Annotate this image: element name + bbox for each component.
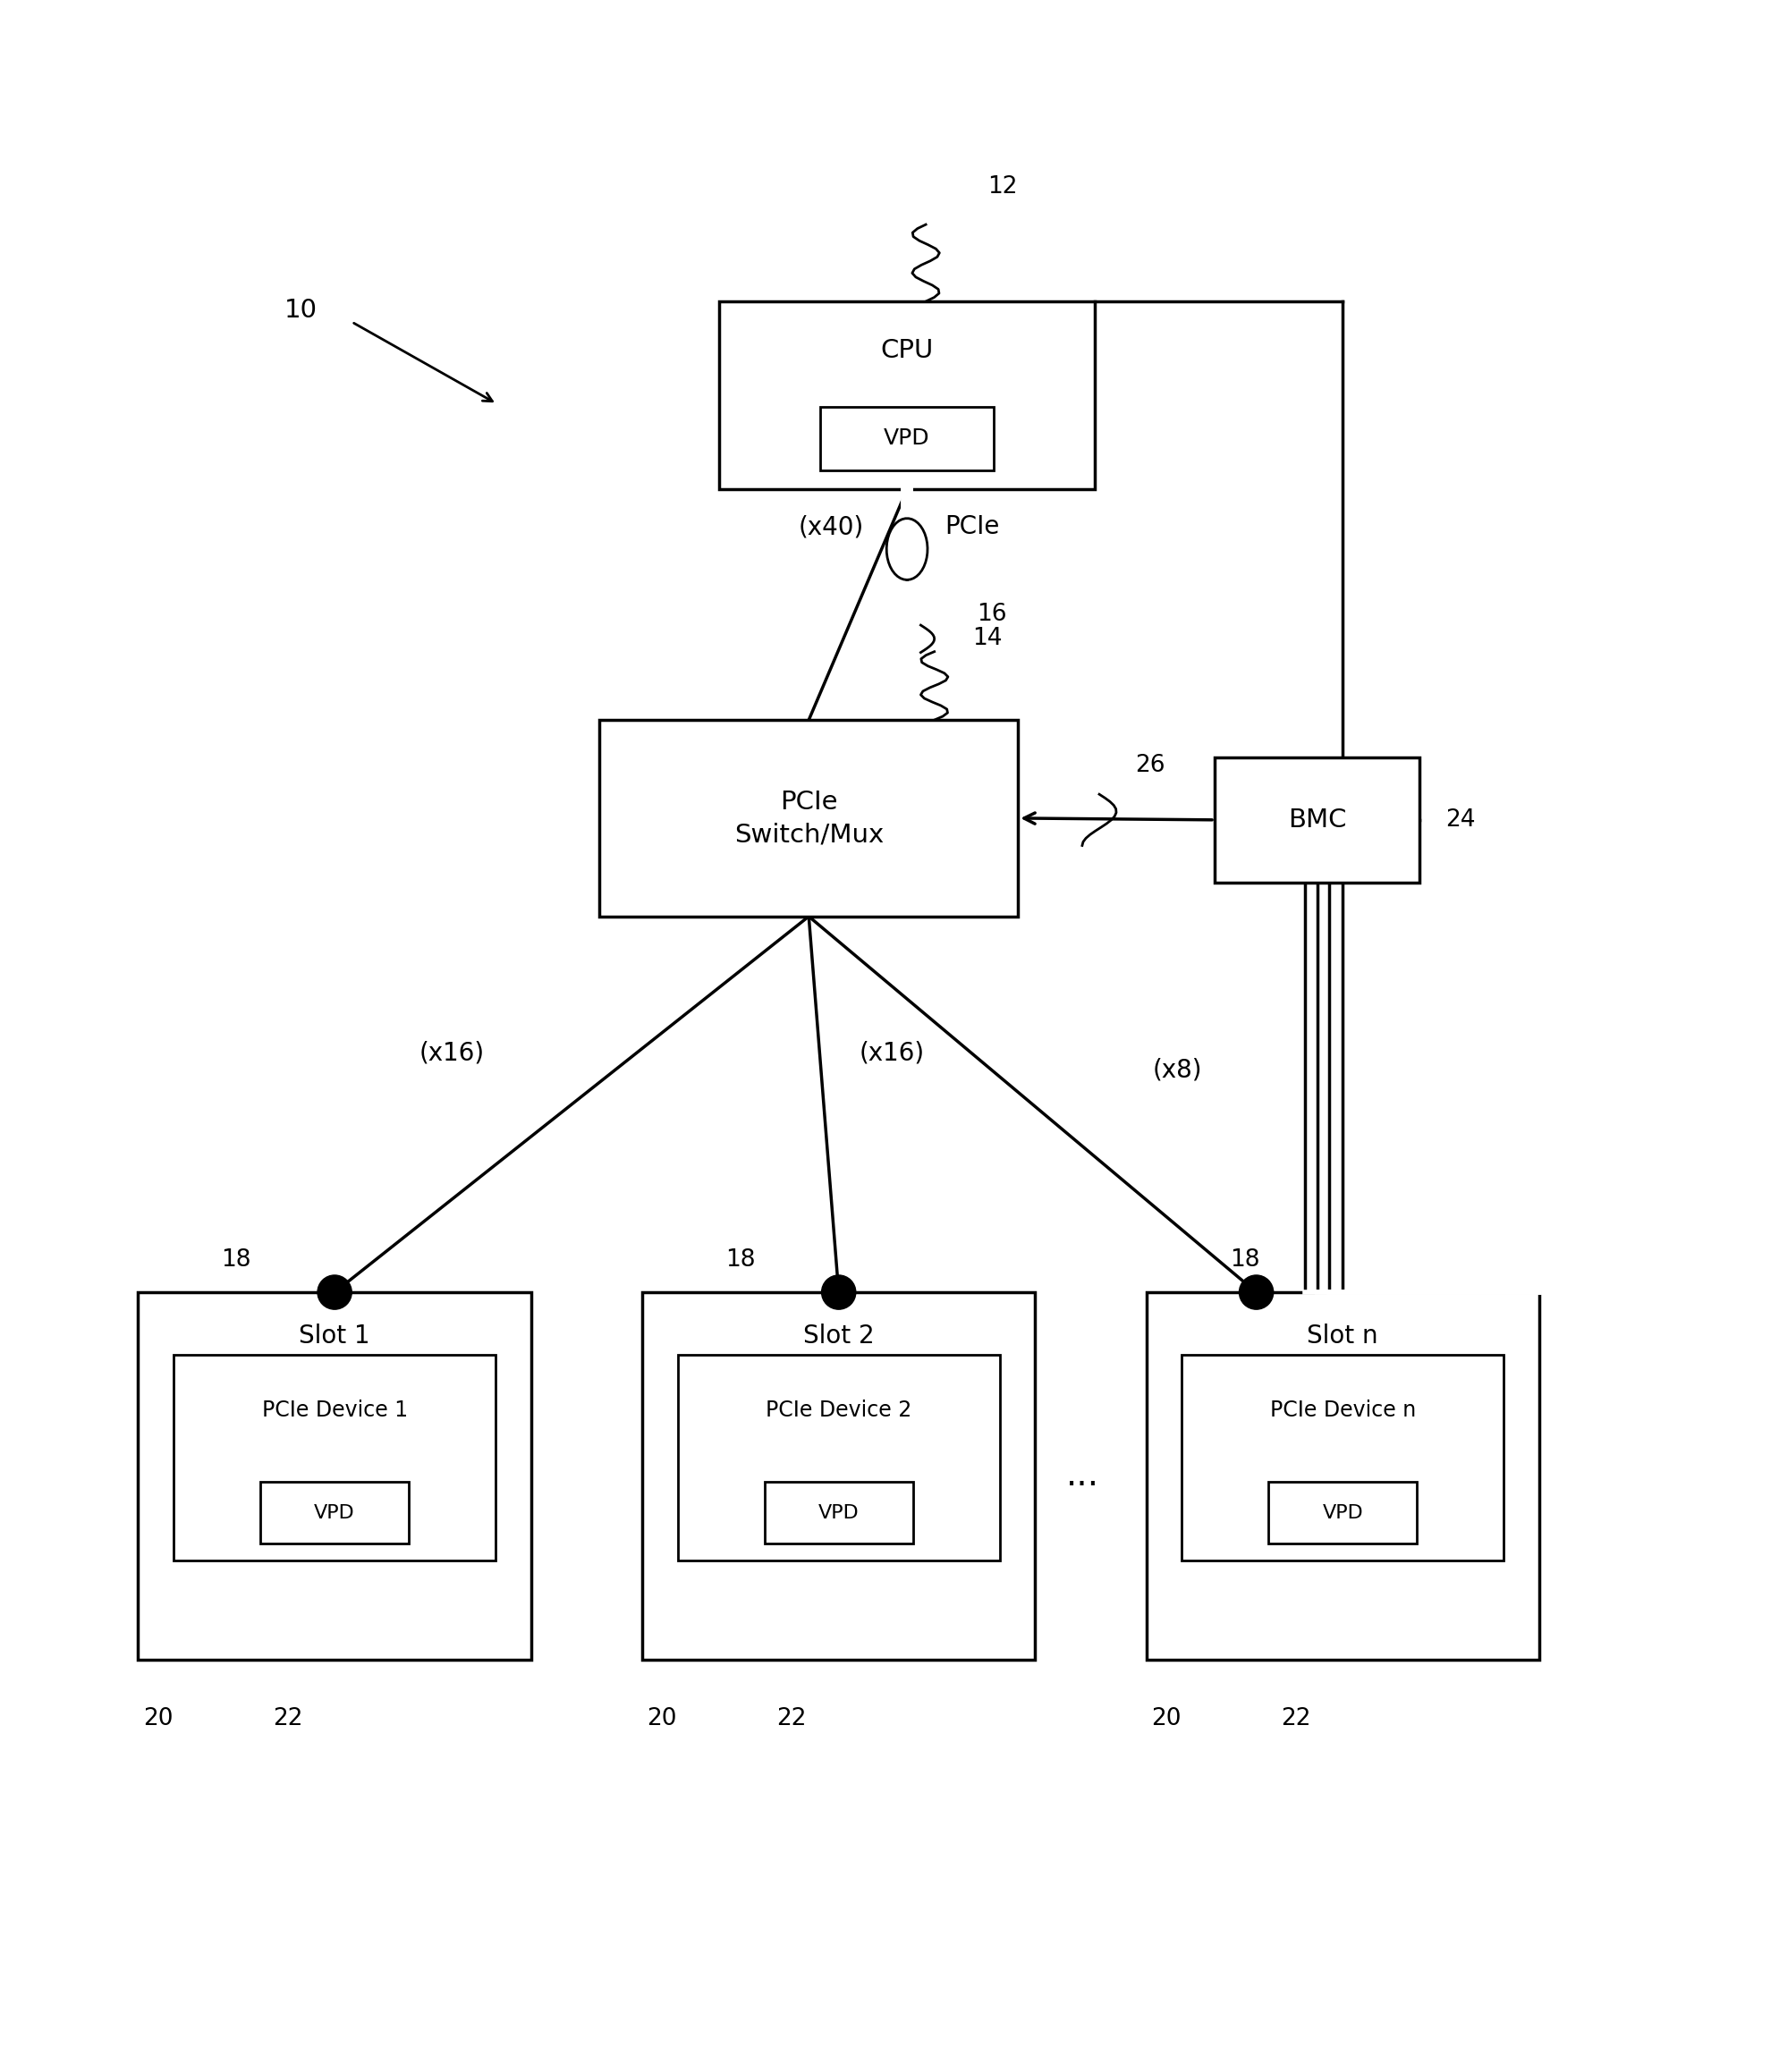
Bar [260, 1481, 409, 1544]
Text: 18: 18 [221, 1249, 251, 1272]
Text: 14: 14 [971, 628, 1002, 651]
Text: PCIe Device 2: PCIe Device 2 [765, 1399, 911, 1421]
Bar [1146, 1293, 1539, 1660]
Text: 10: 10 [285, 298, 317, 323]
Text: 26: 26 [1135, 754, 1165, 777]
Text: (x16): (x16) [420, 1040, 484, 1065]
Text: 16: 16 [977, 603, 1007, 626]
Text: (x16): (x16) [859, 1040, 925, 1065]
Bar [1213, 758, 1420, 883]
Text: PCIe: PCIe [945, 514, 1000, 539]
Text: Slot 2: Slot 2 [802, 1324, 873, 1349]
Text: (x40): (x40) [799, 514, 865, 539]
Text: 18: 18 [726, 1249, 754, 1272]
Text: 22: 22 [1279, 1707, 1309, 1730]
Text: CPU: CPU [881, 338, 932, 363]
Text: 18: 18 [1229, 1249, 1260, 1272]
Text: 24: 24 [1445, 808, 1475, 831]
Bar [678, 1355, 1000, 1560]
Text: 20: 20 [646, 1707, 676, 1730]
Bar [719, 300, 1094, 489]
Circle shape [1238, 1274, 1272, 1310]
Bar [139, 1293, 530, 1660]
Bar [765, 1481, 913, 1544]
Bar [1268, 1481, 1416, 1544]
Text: ...: ... [1066, 1459, 1099, 1494]
Text: BMC: BMC [1288, 808, 1345, 833]
Bar [820, 406, 993, 470]
Text: 20: 20 [1151, 1707, 1179, 1730]
Bar [1181, 1355, 1503, 1560]
Text: 12: 12 [987, 176, 1018, 199]
Circle shape [822, 1274, 856, 1310]
Bar [600, 719, 1018, 916]
Text: PCIe
Switch/Mux: PCIe Switch/Mux [733, 789, 882, 847]
Text: 22: 22 [776, 1707, 806, 1730]
Text: Slot n: Slot n [1306, 1324, 1377, 1349]
Bar [642, 1293, 1035, 1660]
Text: VPD: VPD [1322, 1504, 1363, 1523]
Text: VPD: VPD [315, 1504, 354, 1523]
Text: VPD: VPD [884, 427, 930, 450]
Text: VPD: VPD [818, 1504, 859, 1523]
Text: PCIe Device n: PCIe Device n [1268, 1399, 1414, 1421]
Circle shape [317, 1274, 352, 1310]
Text: (x8): (x8) [1153, 1057, 1203, 1084]
Text: 20: 20 [142, 1707, 173, 1730]
Text: Slot 1: Slot 1 [299, 1324, 370, 1349]
Text: PCIe Device 1: PCIe Device 1 [262, 1399, 407, 1421]
Bar [173, 1355, 496, 1560]
Text: 22: 22 [272, 1707, 302, 1730]
